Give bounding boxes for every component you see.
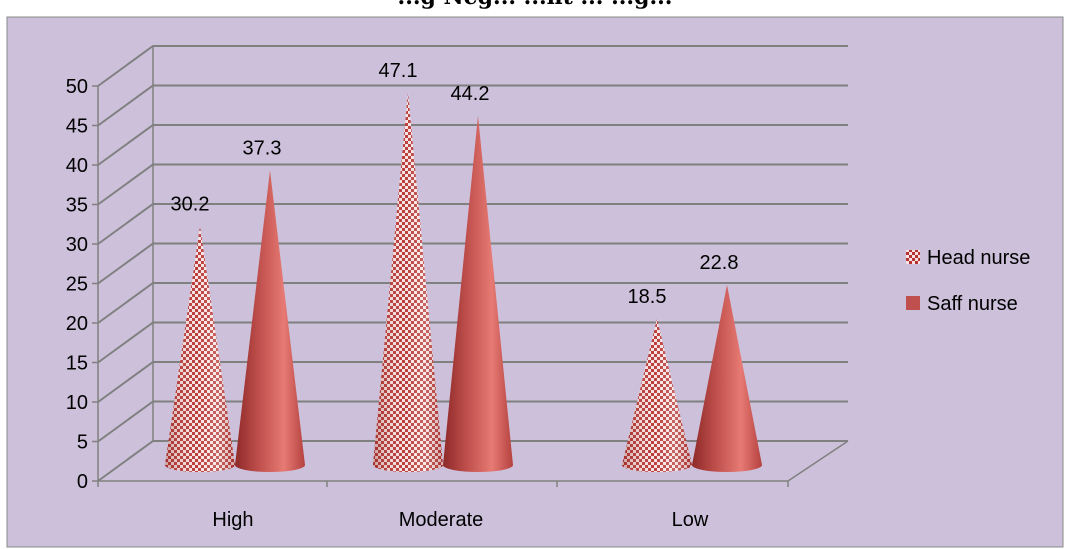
y-tick-label: 20 [66,313,88,335]
data-label: 22.8 [700,252,739,274]
data-label: 37.3 [243,137,282,159]
x-tick-label: High [212,509,253,531]
cone-shading [622,318,692,472]
x-tick-label: Moderate [399,509,484,531]
y-axis: 0 5 10 15 20 25 30 35 40 45 50 [66,76,98,493]
legend-item-staff-nurse: Saff nurse [906,293,1018,315]
cone-staff-nurse-low [692,284,762,472]
cone-shading [165,226,235,472]
y-tick-label: 40 [66,155,88,177]
legend: Head nurse Saff nurse [906,247,1030,315]
y-tick-label: 25 [66,274,88,296]
cone-body [443,115,513,472]
y-tick-label: 10 [66,392,88,414]
x-tick-label: Low [672,509,709,531]
y-tick-label: 15 [66,353,88,375]
legend-label-staff-nurse: Saff nurse [927,293,1018,315]
legend-item-head-nurse: Head nurse [906,247,1030,269]
y-tick-label: 35 [66,195,88,217]
y-tick-label: 0 [77,471,88,493]
legend-swatch-head-nurse [906,250,920,264]
cone-head-nurse-moderate [373,92,443,472]
cone-staff-nurse-high [235,170,305,472]
gridlines [97,45,849,482]
y-tick-label: 45 [66,116,88,138]
data-label: 18.5 [628,286,667,308]
x-axis: High Moderate Low [97,481,789,531]
cone-shading [373,92,443,472]
legend-swatch-staff-nurse [906,296,920,310]
y-tick-label: 50 [66,76,88,98]
data-label: 44.2 [451,83,490,105]
y-tick-label: 5 [77,432,88,454]
cone-head-nurse-high [165,226,235,472]
y-tick-label: 30 [66,234,88,256]
chart-title: ...g Neg... ...nt ... ...g... [398,0,673,10]
cone-body [692,284,762,472]
cone-body [235,170,305,472]
data-labels: 30.2 37.3 47.1 44.2 18.5 22.8 [171,60,739,308]
cone-staff-nurse-moderate [443,115,513,472]
data-label: 47.1 [379,60,418,82]
legend-label-head-nurse: Head nurse [927,247,1030,269]
cones [165,92,762,472]
cone-head-nurse-low [622,318,692,472]
data-label: 30.2 [171,193,210,215]
